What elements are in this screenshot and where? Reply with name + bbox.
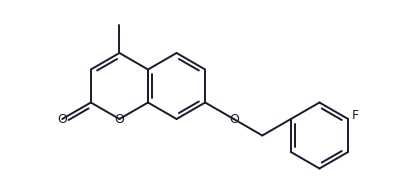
- Text: F: F: [352, 108, 359, 121]
- Text: O: O: [229, 113, 239, 126]
- Text: O: O: [57, 113, 67, 126]
- Text: O: O: [115, 113, 124, 126]
